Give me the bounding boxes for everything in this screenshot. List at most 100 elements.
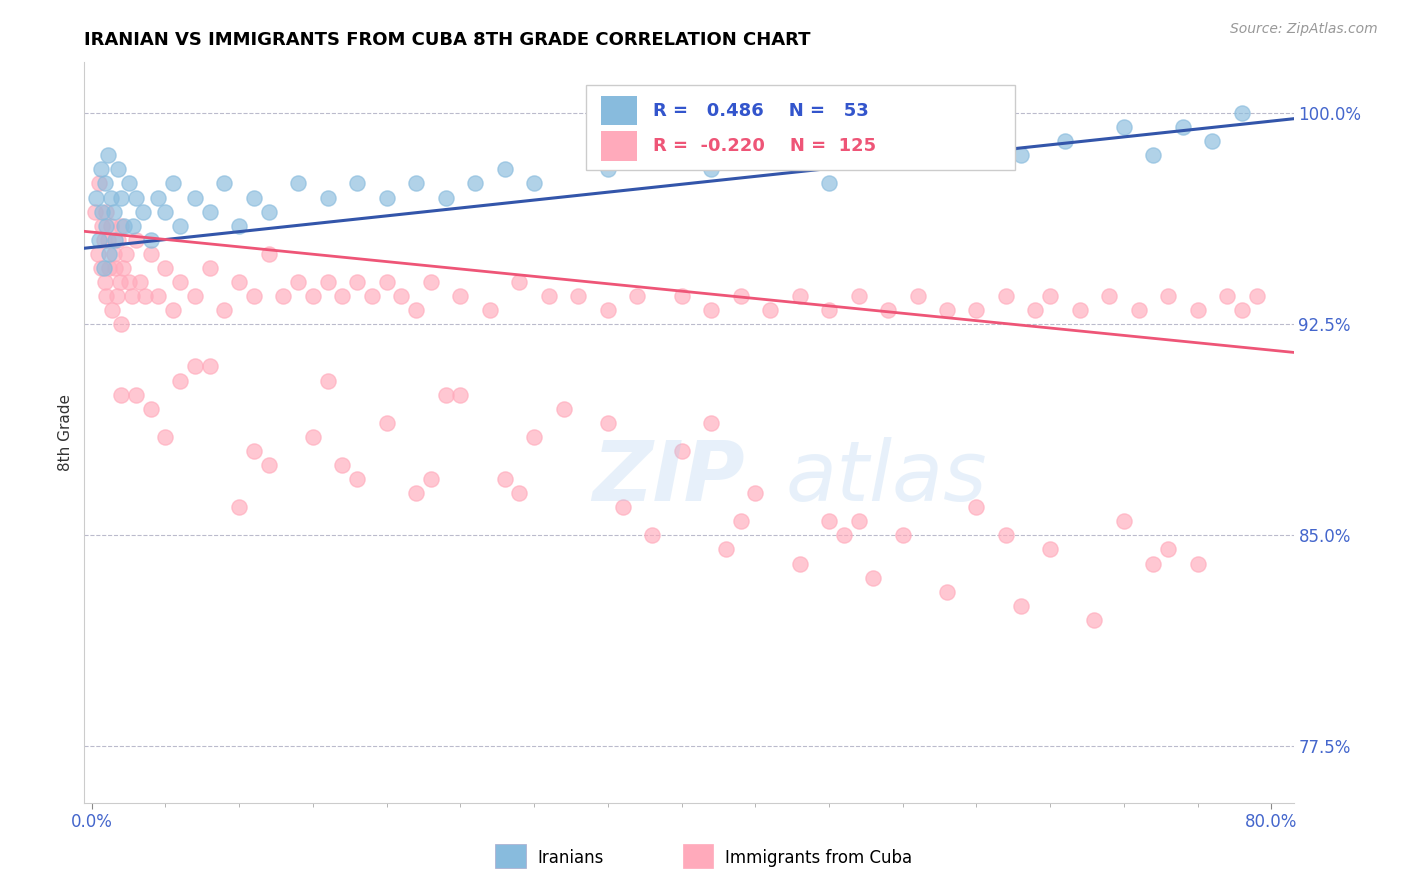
Point xyxy=(105,289,128,303)
Bar xyxy=(600,95,637,126)
Point xyxy=(405,177,427,191)
Text: R =   0.486    N =   53: R = 0.486 N = 53 xyxy=(652,102,869,120)
Point xyxy=(162,303,184,318)
Point xyxy=(96,219,118,233)
Point xyxy=(596,303,619,318)
Point xyxy=(257,247,280,261)
Point xyxy=(700,303,723,318)
Point xyxy=(155,430,177,444)
Point xyxy=(966,303,988,318)
Point xyxy=(243,444,266,458)
Point xyxy=(198,204,221,219)
Text: IRANIAN VS IMMIGRANTS FROM CUBA 8TH GRADE CORRELATION CHART: IRANIAN VS IMMIGRANTS FROM CUBA 8TH GRAD… xyxy=(84,31,811,49)
Point xyxy=(287,275,309,289)
Point xyxy=(1039,542,1062,557)
Point xyxy=(671,289,693,303)
Point xyxy=(155,260,177,275)
Point xyxy=(121,289,143,303)
Point xyxy=(1128,303,1150,318)
Point xyxy=(994,528,1017,542)
Point xyxy=(994,289,1017,303)
Point xyxy=(832,528,855,542)
Point xyxy=(1024,303,1046,318)
Point xyxy=(87,233,110,247)
Point xyxy=(125,387,148,401)
Point xyxy=(117,177,139,191)
Point xyxy=(1112,514,1135,528)
Point xyxy=(97,233,120,247)
Point xyxy=(84,190,107,204)
Point xyxy=(132,204,155,219)
Text: R =  -0.220    N =  125: R = -0.220 N = 125 xyxy=(652,137,876,155)
Point xyxy=(877,303,900,318)
Point xyxy=(228,219,250,233)
Point xyxy=(96,289,118,303)
Point xyxy=(744,486,766,500)
Text: ZIP: ZIP xyxy=(592,436,745,517)
Point xyxy=(94,177,117,191)
Point xyxy=(1187,303,1209,318)
Point xyxy=(1112,120,1135,135)
Point xyxy=(789,289,811,303)
Point xyxy=(91,219,114,233)
Point xyxy=(553,401,575,416)
Point xyxy=(243,289,266,303)
Point xyxy=(114,247,136,261)
Point xyxy=(139,401,162,416)
Y-axis label: 8th Grade: 8th Grade xyxy=(58,394,73,471)
Point xyxy=(332,458,354,472)
Point xyxy=(104,233,127,247)
Point xyxy=(155,204,177,219)
Point xyxy=(1010,148,1032,162)
Point xyxy=(125,190,148,204)
Point xyxy=(228,500,250,515)
Point xyxy=(184,289,207,303)
Point xyxy=(98,247,121,261)
Point xyxy=(375,190,398,204)
Point xyxy=(700,416,723,430)
Point xyxy=(346,472,368,486)
Point xyxy=(117,275,139,289)
Point xyxy=(1157,289,1180,303)
Point xyxy=(375,416,398,430)
Text: Iranians: Iranians xyxy=(538,849,605,867)
Point xyxy=(198,359,221,374)
Point xyxy=(1230,106,1253,120)
Point xyxy=(169,219,191,233)
Point xyxy=(97,148,120,162)
Point xyxy=(862,571,884,585)
Point xyxy=(494,472,516,486)
Point xyxy=(110,317,132,331)
Point xyxy=(789,557,811,571)
Point xyxy=(389,289,412,303)
Point xyxy=(184,359,207,374)
Point xyxy=(891,528,914,542)
Point xyxy=(641,148,664,162)
Point xyxy=(134,289,156,303)
Point xyxy=(848,289,870,303)
Point xyxy=(641,528,664,542)
Point xyxy=(287,177,309,191)
Point xyxy=(243,190,266,204)
Point xyxy=(730,514,752,528)
Point xyxy=(744,148,766,162)
Point xyxy=(494,162,516,177)
Point xyxy=(129,275,152,289)
Point xyxy=(316,190,339,204)
Point xyxy=(104,260,127,275)
Point xyxy=(907,289,929,303)
Point xyxy=(87,177,110,191)
Point xyxy=(1039,289,1062,303)
Point xyxy=(302,289,325,303)
Point xyxy=(93,233,115,247)
Point xyxy=(139,233,162,247)
Point xyxy=(596,162,619,177)
Point xyxy=(848,514,870,528)
Point xyxy=(818,177,841,191)
Point xyxy=(273,289,295,303)
Point xyxy=(125,233,148,247)
Point xyxy=(107,162,129,177)
Point xyxy=(1053,134,1076,148)
Point xyxy=(91,204,114,219)
Point xyxy=(730,289,752,303)
